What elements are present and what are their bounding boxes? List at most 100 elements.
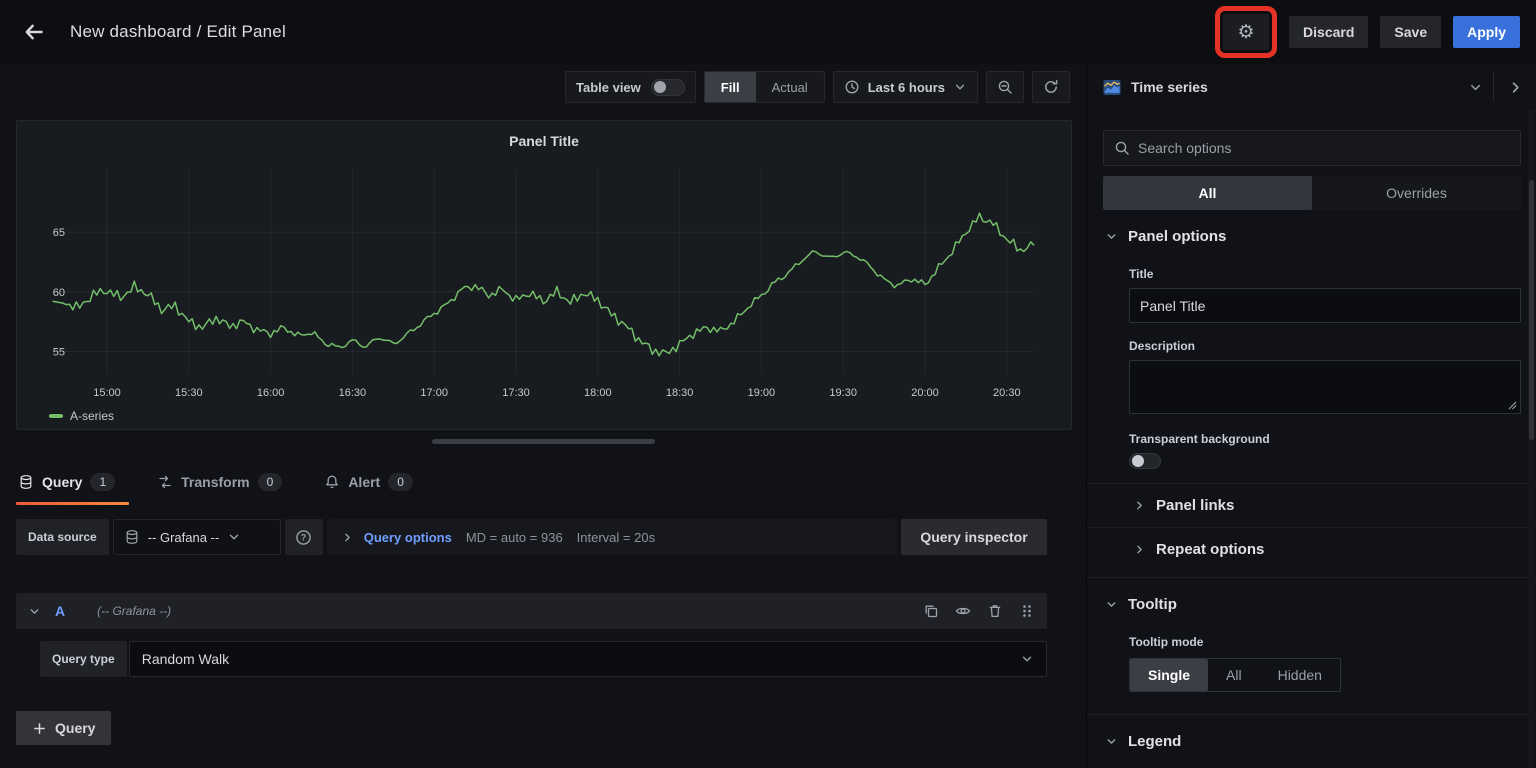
toggle-knob bbox=[1132, 455, 1144, 467]
options-filter-tabs: All Overrides bbox=[1103, 176, 1521, 210]
save-button[interactable]: Save bbox=[1380, 16, 1441, 48]
panel-title: Panel Title bbox=[17, 133, 1071, 149]
panel-options-section-header[interactable]: Panel options bbox=[1087, 210, 1536, 257]
actual-option[interactable]: Actual bbox=[756, 72, 824, 102]
refresh-icon bbox=[1043, 79, 1059, 95]
panel-toolbar: Table view Fill Actual Last 6 hours bbox=[565, 71, 1070, 103]
tab-query[interactable]: Query 1 bbox=[16, 462, 129, 502]
help-circle-icon bbox=[295, 529, 312, 546]
query-type-select[interactable]: Random Walk bbox=[129, 641, 1047, 677]
panel-links-section-header[interactable]: Panel links bbox=[1087, 483, 1536, 527]
chevron-down-icon bbox=[1105, 230, 1118, 243]
panel-resize-handle[interactable] bbox=[432, 439, 655, 444]
query-options-toggle[interactable]: Query options bbox=[341, 530, 452, 545]
chevron-down-icon bbox=[1020, 652, 1034, 666]
x-tick-label: 18:30 bbox=[666, 387, 694, 399]
panel-options-fields: Title Description Transparent background bbox=[1087, 267, 1536, 469]
title-field-label: Title bbox=[1129, 267, 1521, 281]
duplicate-query-icon[interactable] bbox=[923, 603, 939, 619]
drag-handle-icon[interactable] bbox=[1019, 603, 1035, 619]
query-editor: A (-- Grafana --) Query type Random Walk bbox=[16, 593, 1047, 677]
tooltip-mode-hidden[interactable]: Hidden bbox=[1260, 659, 1340, 691]
legend-series-swatch bbox=[49, 414, 63, 418]
tab-count-badge: 0 bbox=[258, 473, 283, 491]
gear-icon: ⚙ bbox=[1238, 22, 1255, 43]
plus-icon bbox=[32, 721, 47, 736]
scrollbar-thumb[interactable] bbox=[1529, 180, 1534, 440]
tab-transform[interactable]: Transform 0 bbox=[155, 462, 296, 502]
query-editor-body: Query type Random Walk bbox=[16, 629, 1047, 677]
chevron-right-icon bbox=[341, 531, 354, 544]
options-body: All Overrides Panel options Title Descri… bbox=[1087, 110, 1536, 768]
x-tick-label: 19:00 bbox=[748, 387, 776, 399]
zoom-out-button[interactable] bbox=[986, 71, 1024, 103]
disable-query-eye-icon[interactable] bbox=[955, 603, 971, 619]
options-search-input[interactable] bbox=[1138, 140, 1510, 156]
clock-icon bbox=[844, 79, 860, 95]
filter-tab-overrides[interactable]: Overrides bbox=[1312, 176, 1521, 210]
tooltip-mode-radio-group: Single All Hidden bbox=[1129, 658, 1341, 692]
tooltip-mode-all[interactable]: All bbox=[1208, 659, 1260, 691]
delete-query-trash-icon[interactable] bbox=[987, 603, 1003, 619]
query-ref-id: A bbox=[55, 603, 65, 619]
visualization-name: Time series bbox=[1131, 79, 1208, 95]
datasource-select[interactable]: -- Grafana -- bbox=[113, 519, 281, 555]
options-pane: Time series All Overrides Panel options … bbox=[1086, 64, 1536, 768]
search-icon bbox=[1114, 140, 1130, 156]
x-tick-label: 18:00 bbox=[584, 387, 612, 399]
datasource-row: Data source -- Grafana -- Query options … bbox=[16, 519, 1047, 555]
tab-label: Transform bbox=[181, 474, 249, 490]
y-tick-label: 65 bbox=[53, 227, 65, 239]
legend-item[interactable]: A-series bbox=[49, 409, 114, 423]
time-range-picker[interactable]: Last 6 hours bbox=[833, 71, 978, 103]
query-type-label: Query type bbox=[40, 641, 127, 677]
x-tick-label: 20:00 bbox=[911, 387, 939, 399]
table-view-toggle[interactable] bbox=[651, 79, 685, 96]
datasource-value: -- Grafana -- bbox=[148, 530, 220, 545]
time-series-viz-icon bbox=[1103, 80, 1121, 95]
discard-button[interactable]: Discard bbox=[1289, 16, 1368, 48]
chevron-down-icon bbox=[953, 80, 967, 94]
visualization-picker[interactable]: Time series bbox=[1087, 64, 1536, 110]
section-heading: Tooltip bbox=[1128, 596, 1177, 613]
table-view-group: Table view bbox=[565, 71, 696, 103]
apply-button[interactable]: Apply bbox=[1453, 16, 1520, 48]
edit-panel-left-column: Table view Fill Actual Last 6 hours Pane… bbox=[0, 64, 1086, 768]
panel-description-textarea[interactable] bbox=[1129, 360, 1521, 414]
tab-alert[interactable]: Alert 0 bbox=[322, 462, 427, 502]
add-query-label: Query bbox=[55, 720, 95, 736]
y-tick-label: 55 bbox=[53, 346, 65, 358]
tooltip-section-header[interactable]: Tooltip bbox=[1087, 578, 1536, 625]
fill-option[interactable]: Fill bbox=[705, 72, 756, 102]
query-options-bar: Query options MD = auto = 936 Interval =… bbox=[327, 519, 897, 555]
repeat-options-section-header[interactable]: Repeat options bbox=[1087, 527, 1536, 571]
x-tick-label: 17:30 bbox=[502, 387, 530, 399]
filter-tab-all[interactable]: All bbox=[1103, 176, 1312, 210]
chevron-right-icon bbox=[1133, 543, 1146, 556]
tooltip-mode-label: Tooltip mode bbox=[1129, 635, 1521, 649]
panel-settings-gear-button[interactable]: ⚙ bbox=[1223, 14, 1269, 50]
datasource-help-button[interactable] bbox=[285, 519, 323, 555]
chevron-down-icon bbox=[1105, 598, 1118, 611]
add-query-button[interactable]: Query bbox=[16, 711, 111, 745]
legend-section-header[interactable]: Legend bbox=[1087, 715, 1536, 762]
tooltip-fields: Tooltip mode Single All Hidden bbox=[1087, 635, 1536, 708]
time-series-chart[interactable]: 55606515:0015:3016:0016:3017:0017:3018:0… bbox=[25, 153, 1065, 405]
back-button[interactable] bbox=[16, 14, 52, 50]
collapse-options-pane-button[interactable] bbox=[1494, 64, 1536, 110]
fill-actual-segmented: Fill Actual bbox=[704, 71, 825, 103]
interval-stat: Interval = 20s bbox=[577, 530, 655, 545]
chevron-down-icon[interactable] bbox=[28, 605, 41, 618]
zoom-out-icon bbox=[997, 79, 1013, 95]
description-field-label: Description bbox=[1129, 339, 1521, 353]
options-scrollbar[interactable] bbox=[1528, 110, 1535, 768]
annotation-highlight-box: ⚙ bbox=[1215, 6, 1277, 58]
transparent-bg-toggle[interactable] bbox=[1129, 453, 1161, 469]
database-icon bbox=[124, 529, 140, 545]
tooltip-mode-single[interactable]: Single bbox=[1130, 659, 1208, 691]
panel-title-input[interactable] bbox=[1129, 288, 1521, 323]
refresh-button[interactable] bbox=[1032, 71, 1070, 103]
query-inspector-button[interactable]: Query inspector bbox=[901, 519, 1047, 555]
top-bar: New dashboard / Edit Panel ⚙ Discard Sav… bbox=[0, 0, 1536, 64]
x-tick-label: 19:30 bbox=[829, 387, 857, 399]
